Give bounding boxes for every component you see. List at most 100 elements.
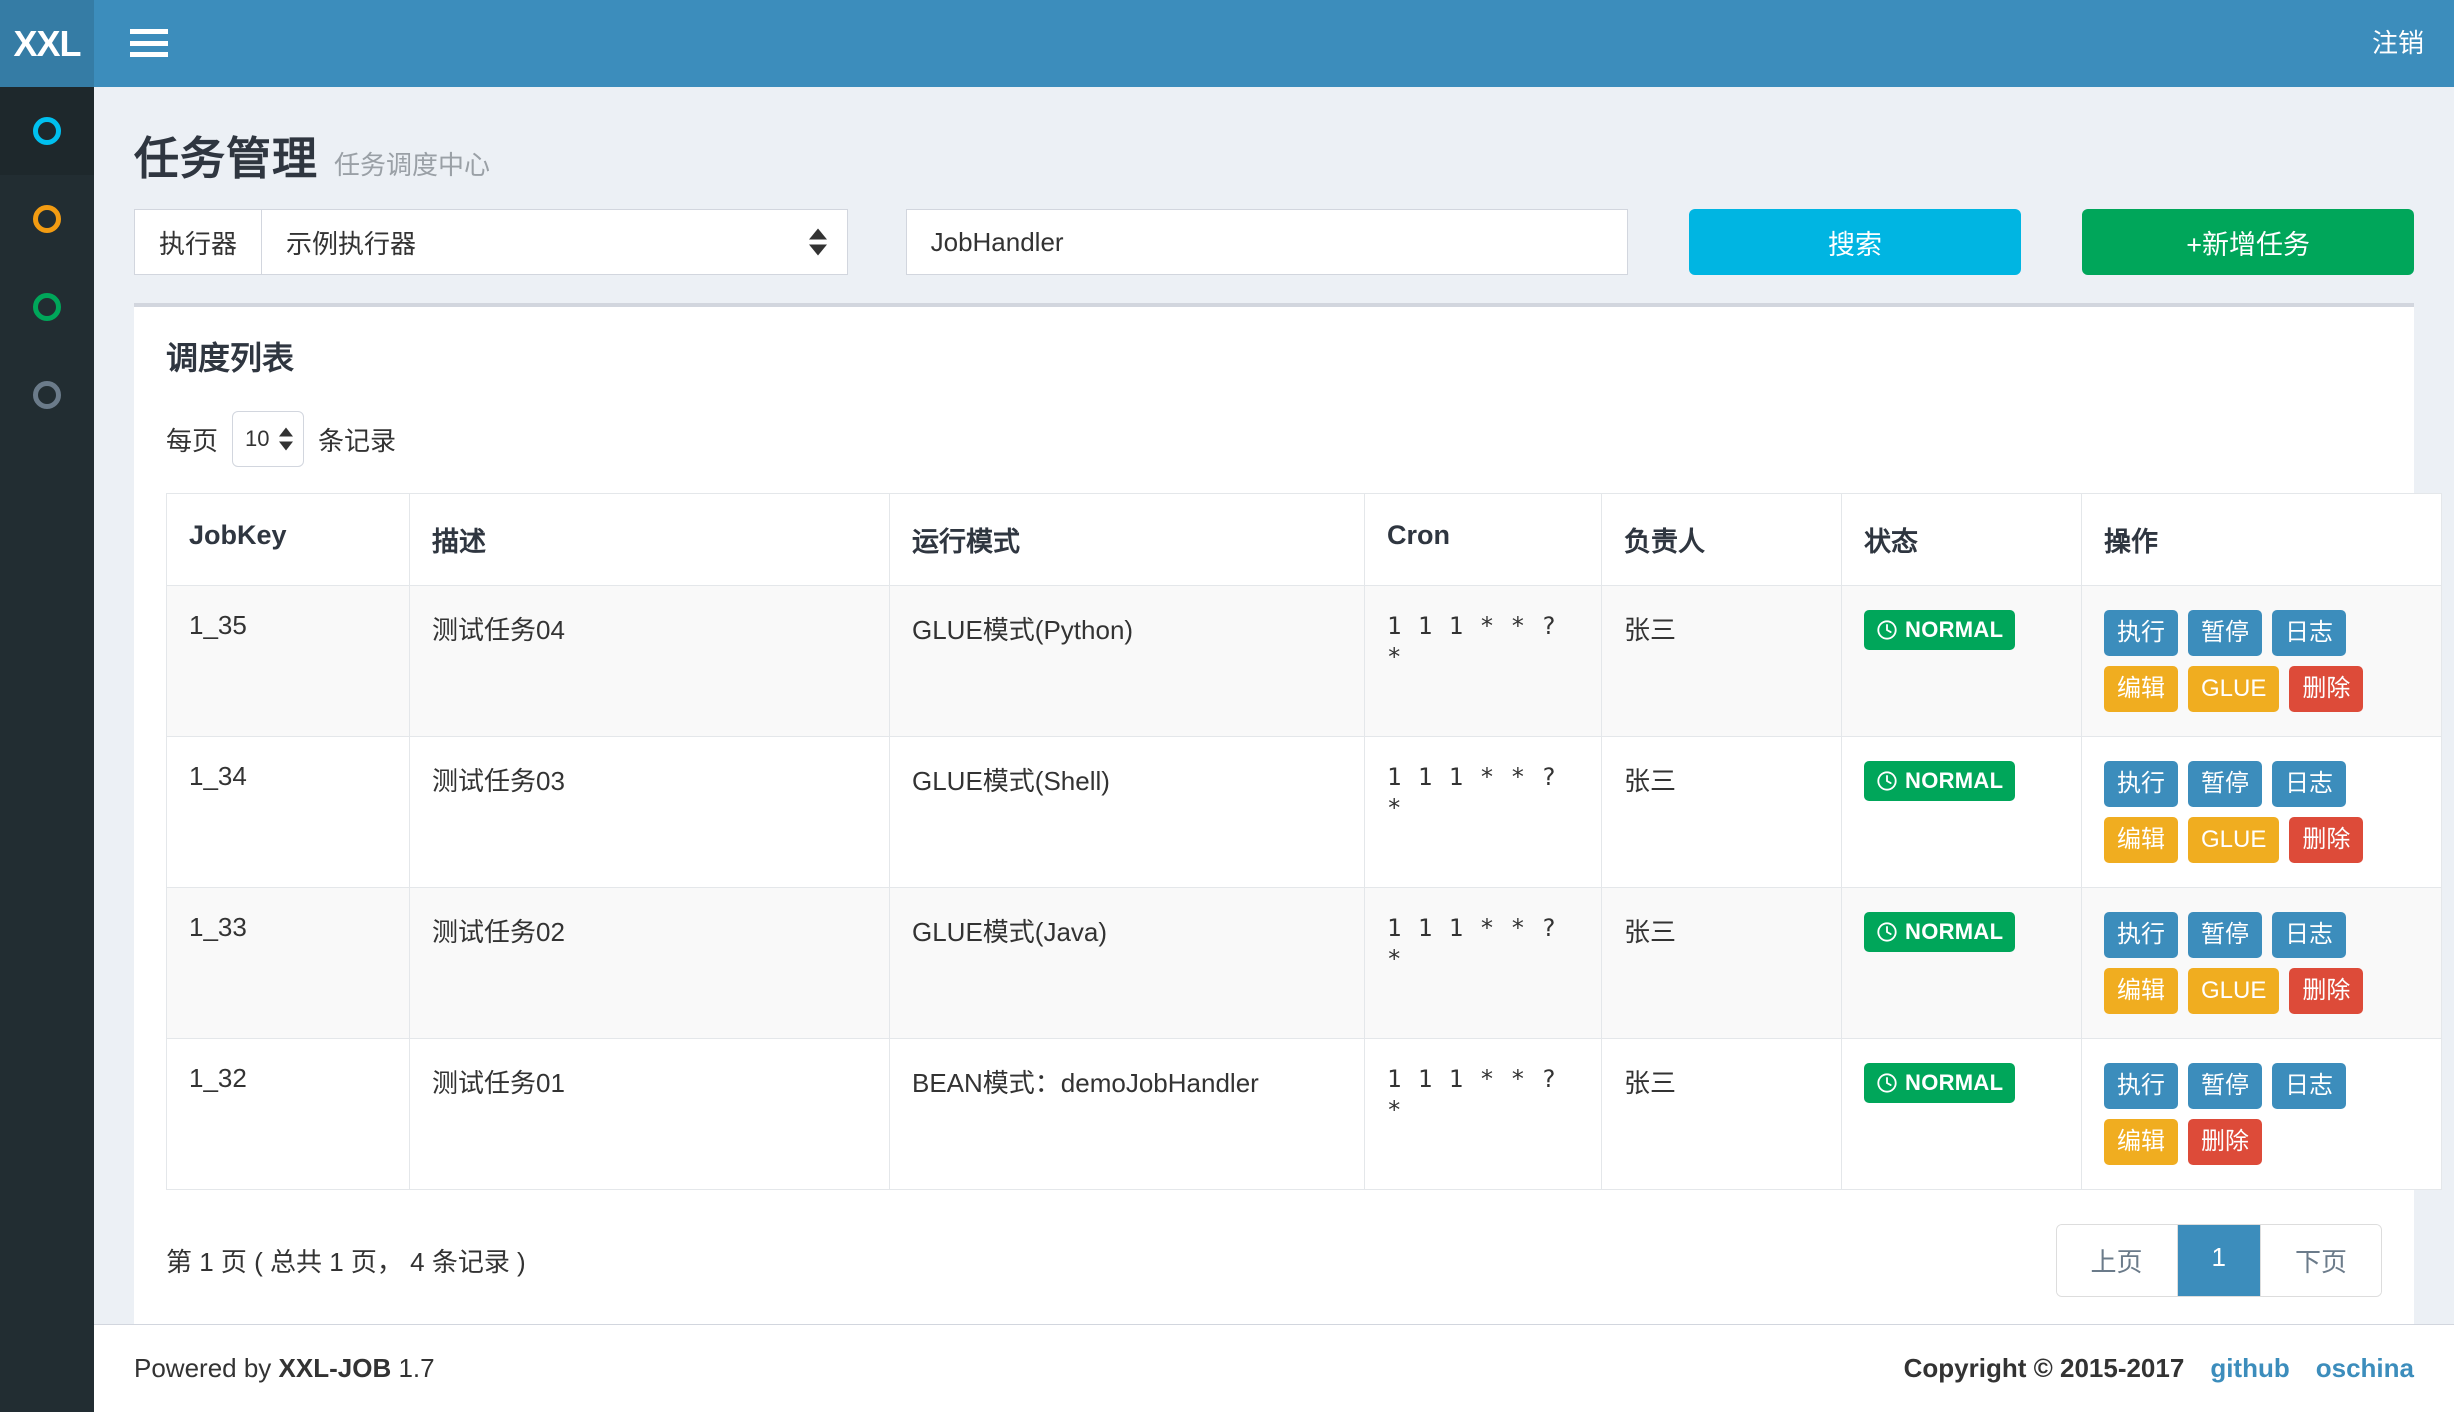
pause-button[interactable]: 暂停 bbox=[2188, 761, 2262, 807]
page-title: 任务管理 bbox=[134, 133, 319, 184]
circle-icon bbox=[33, 205, 61, 233]
sidebar-item-3[interactable] bbox=[0, 263, 94, 351]
run-button[interactable]: 执行 bbox=[2104, 761, 2178, 807]
circle-icon bbox=[33, 117, 61, 145]
pagination-page-1[interactable]: 1 bbox=[2177, 1225, 2261, 1296]
glue-button[interactable]: GLUE bbox=[2188, 666, 2280, 712]
cell-cron: 1 1 1 * * ? * bbox=[1364, 1038, 1602, 1190]
brand-logo[interactable]: XXL bbox=[0, 0, 94, 87]
pagination-info: 第 1 页 ( 总共 1 页， 4 条记录 ) bbox=[166, 1247, 526, 1277]
run-button[interactable]: 执行 bbox=[2104, 1063, 2178, 1109]
status-badge-label: NORMAL bbox=[1905, 617, 2004, 642]
toolbar-spacer bbox=[848, 209, 906, 275]
delete-button[interactable]: 删除 bbox=[2188, 1119, 2262, 1165]
jobs-table-body: 1_35 测试任务04 GLUE模式(Python) 1 1 1 * * ? * 张三 N… bbox=[166, 585, 2442, 1190]
cron-expression: 1 1 1 * * ? * bbox=[1387, 914, 1557, 973]
add-job-button[interactable]: +新增任务 bbox=[2082, 209, 2414, 275]
sidebar-item-4[interactable] bbox=[0, 351, 94, 439]
status-badge: NORMAL bbox=[1864, 761, 2016, 801]
jobhandler-input[interactable] bbox=[1087, 209, 1628, 275]
glue-button[interactable]: GLUE bbox=[2188, 817, 2280, 863]
cell-desc: 测试任务01 bbox=[409, 1038, 890, 1190]
chevron-updown-icon bbox=[279, 427, 294, 451]
operation-buttons: 执行 暂停 日志编辑 GLUE 删除 bbox=[2104, 912, 2419, 1014]
circle-icon bbox=[33, 381, 61, 409]
page-length-value: 10 bbox=[245, 426, 270, 451]
sidebar-item-2[interactable] bbox=[0, 175, 94, 263]
log-button[interactable]: 日志 bbox=[2272, 761, 2346, 807]
pause-button[interactable]: 暂停 bbox=[2188, 610, 2262, 656]
cell-cron: 1 1 1 * * ? * bbox=[1364, 736, 1602, 888]
cell-owner: 张三 bbox=[1601, 887, 1842, 1039]
panel-header: 调度列表 bbox=[134, 307, 2414, 379]
cell-mode: BEAN模式：demoJobHandler bbox=[889, 1038, 1365, 1190]
circle-icon bbox=[33, 293, 61, 321]
run-button[interactable]: 执行 bbox=[2104, 610, 2178, 656]
logout-link[interactable]: 注销 bbox=[2371, 28, 2424, 58]
cell-jobkey: 1_35 bbox=[166, 585, 410, 737]
page-length-select[interactable]: 10 bbox=[232, 411, 305, 467]
run-button[interactable]: 执行 bbox=[2104, 912, 2178, 958]
table-header-cell: JobKey bbox=[166, 493, 410, 586]
hamburger-icon[interactable] bbox=[130, 26, 168, 60]
sidebar-items bbox=[0, 87, 94, 439]
copyright-text: Copyright © 2015-2017 bbox=[1903, 1353, 2185, 1383]
cell-jobkey: 1_32 bbox=[166, 1038, 410, 1190]
search-button[interactable]: 搜索 bbox=[1689, 209, 2021, 275]
hamburger-bar bbox=[130, 52, 168, 57]
table-header-row: JobKey 描述 运行模式 Cron 负责人 状态 操作 bbox=[166, 493, 2442, 586]
cell-mode: GLUE模式(Python) bbox=[889, 585, 1365, 737]
powered-name: XXL-JOB bbox=[278, 1353, 392, 1383]
clock-icon bbox=[1877, 771, 1897, 791]
cell-status: NORMAL bbox=[1841, 887, 2082, 1039]
oschina-link[interactable]: oschina bbox=[2315, 1353, 2414, 1383]
hamburger-bar bbox=[130, 40, 168, 46]
jobs-table: JobKey 描述 运行模式 Cron 负责人 状态 操作 1_35 测试任务04 GLUE模式… bbox=[166, 493, 2442, 1190]
page-header: 任务管理 任务调度中心 bbox=[94, 87, 2454, 209]
cell-status: NORMAL bbox=[1841, 585, 2082, 737]
executor-select[interactable]: 示例执行器 bbox=[261, 209, 849, 275]
cell-owner: 张三 bbox=[1601, 1038, 1842, 1190]
log-button[interactable]: 日志 bbox=[2272, 610, 2346, 656]
cell-operations: 执行 暂停 日志编辑 删除 bbox=[2081, 1038, 2442, 1190]
content-wrapper: 任务管理 任务调度中心 执行器 示例执行器 JobHandler 搜索 bbox=[94, 87, 2454, 1337]
delete-button[interactable]: 删除 bbox=[2289, 968, 2364, 1014]
edit-button[interactable]: 编辑 bbox=[2104, 1119, 2178, 1165]
sidebar-item-1[interactable] bbox=[0, 87, 94, 175]
jobhandler-group: JobHandler bbox=[905, 209, 1628, 275]
edit-button[interactable]: 编辑 bbox=[2104, 666, 2178, 712]
status-badge: NORMAL bbox=[1864, 912, 2016, 952]
github-link[interactable]: github bbox=[2210, 1353, 2290, 1383]
cell-status: NORMAL bbox=[1841, 736, 2082, 888]
pause-button[interactable]: 暂停 bbox=[2188, 912, 2262, 958]
clock-icon bbox=[1877, 1073, 1897, 1093]
pagination: 上页 1 下页 bbox=[2055, 1224, 2382, 1297]
pagination-next[interactable]: 下页 bbox=[2260, 1225, 2381, 1296]
cell-desc: 测试任务04 bbox=[409, 585, 890, 737]
log-button[interactable]: 日志 bbox=[2272, 1063, 2346, 1109]
edit-button[interactable]: 编辑 bbox=[2104, 817, 2178, 863]
delete-button[interactable]: 删除 bbox=[2289, 666, 2364, 712]
cell-operations: 执行 暂停 日志编辑 GLUE 删除 bbox=[2081, 585, 2442, 737]
toolbar-spacer bbox=[2021, 209, 2083, 275]
glue-button[interactable]: GLUE bbox=[2188, 968, 2280, 1014]
cron-expression: 1 1 1 * * ? * bbox=[1387, 612, 1557, 671]
jobs-panel: 调度列表 每页 10 条记录 JobKey 描述 运行模式 Cron 负 bbox=[134, 303, 2442, 1337]
status-badge-label: NORMAL bbox=[1905, 919, 2004, 944]
clock-icon bbox=[1877, 620, 1897, 640]
cell-jobkey: 1_34 bbox=[166, 736, 410, 888]
powered-by: Powered by XXL-JOB 1.7 bbox=[134, 1353, 435, 1384]
delete-button[interactable]: 删除 bbox=[2289, 817, 2364, 863]
log-button[interactable]: 日志 bbox=[2272, 912, 2346, 958]
powered-prefix: Powered by bbox=[134, 1353, 272, 1383]
page-subtitle: 任务调度中心 bbox=[334, 150, 491, 180]
pagination-prev[interactable]: 上页 bbox=[2056, 1225, 2178, 1296]
pause-button[interactable]: 暂停 bbox=[2188, 1063, 2262, 1109]
edit-button[interactable]: 编辑 bbox=[2104, 968, 2178, 1014]
table-header-cell: 操作 bbox=[2081, 493, 2442, 586]
jobhandler-label: JobHandler bbox=[905, 209, 1088, 275]
table-header-cell: 负责人 bbox=[1601, 493, 1842, 586]
table-footer: 第 1 页 ( 总共 1 页， 4 条记录 ) 上页 1 下页 bbox=[134, 1190, 2414, 1337]
cell-mode: GLUE模式(Java) bbox=[889, 887, 1365, 1039]
cell-desc: 测试任务03 bbox=[409, 736, 890, 888]
